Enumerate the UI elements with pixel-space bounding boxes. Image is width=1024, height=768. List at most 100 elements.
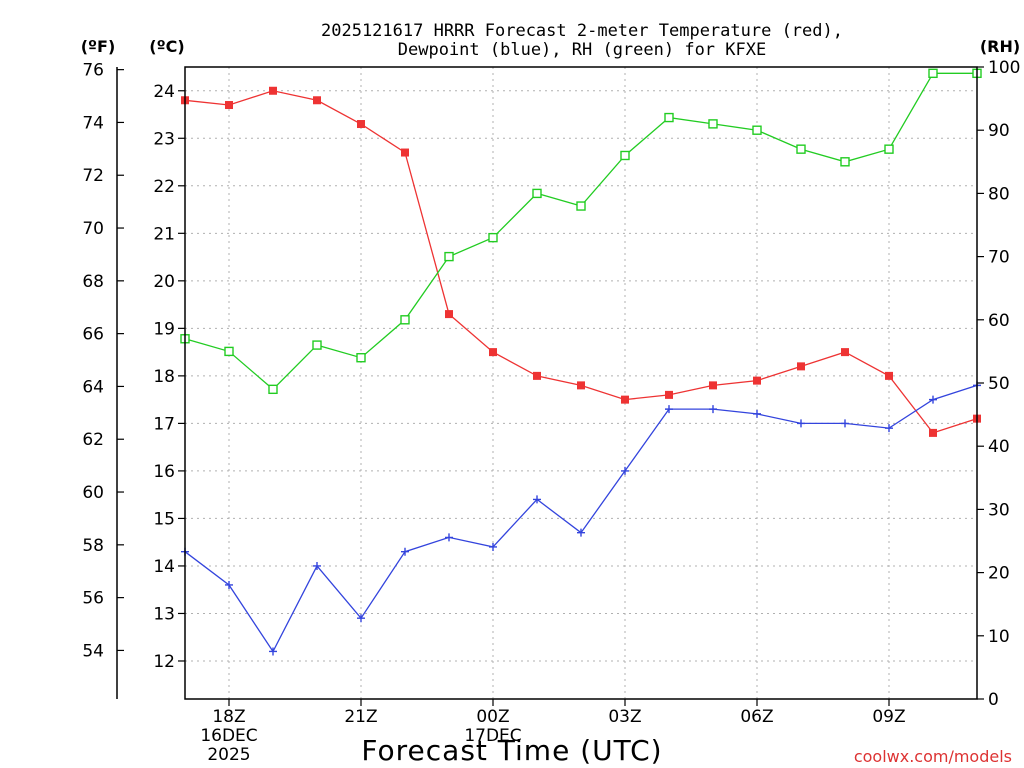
x-tick-sublabel: 2025 bbox=[207, 745, 250, 765]
rh-point bbox=[752, 125, 762, 135]
x-tick-label: 09Z bbox=[872, 707, 905, 727]
dewpoint-point bbox=[709, 405, 717, 414]
dewpoint-point bbox=[313, 561, 321, 570]
dewpoint-point bbox=[929, 395, 937, 404]
fahrenheit-tick-label: 76 bbox=[82, 61, 104, 81]
rh-point bbox=[356, 353, 366, 363]
plot-frame bbox=[184, 66, 978, 700]
dewpoint-point bbox=[797, 419, 805, 428]
rh-point bbox=[312, 340, 322, 350]
fahrenheit-tick-label: 72 bbox=[82, 166, 104, 186]
temperature-point bbox=[797, 362, 805, 371]
fahrenheit-tick-label: 66 bbox=[82, 325, 104, 345]
x-axis-title: Forecast Time (UTC) bbox=[361, 734, 662, 767]
rh-point bbox=[400, 315, 410, 325]
rh-unit-label: (RH) bbox=[980, 37, 1020, 56]
rh-tick-label: 80 bbox=[988, 184, 1010, 204]
temperature-point bbox=[665, 390, 673, 399]
chart-title-line1: 2025121617 HRRR Forecast 2-meter Tempera… bbox=[321, 21, 843, 41]
rh-tick-label: 60 bbox=[988, 311, 1010, 331]
celsius-tick-label: 15 bbox=[153, 509, 175, 529]
dewpoint-point bbox=[841, 419, 849, 428]
dewpoint-point bbox=[533, 495, 541, 504]
rh-tick-label: 20 bbox=[988, 564, 1010, 584]
fahrenheit-tick-label: 56 bbox=[82, 589, 104, 609]
celsius-tick-label: 19 bbox=[153, 319, 175, 339]
temperature-point bbox=[841, 348, 849, 357]
temperature-point bbox=[621, 395, 629, 404]
rh-point bbox=[620, 150, 630, 161]
rh-point bbox=[928, 68, 938, 79]
dewpoint-point bbox=[489, 542, 497, 551]
temperature-point bbox=[709, 381, 717, 390]
series-layer bbox=[180, 68, 982, 656]
series-dewpoint bbox=[181, 381, 981, 656]
rh-point bbox=[488, 232, 498, 243]
celsius-tick-label: 22 bbox=[153, 177, 175, 197]
rh-tick-label: 10 bbox=[988, 627, 1010, 647]
rh-tick-label: 0 bbox=[988, 690, 999, 710]
temperature-point bbox=[577, 381, 585, 390]
series-rh bbox=[180, 68, 982, 395]
fahrenheit-tick-label: 68 bbox=[82, 272, 104, 292]
x-tick-sublabel: 16DEC bbox=[200, 726, 257, 746]
x-tick-label: 03Z bbox=[608, 707, 641, 727]
rh-tick-label: 50 bbox=[988, 374, 1010, 394]
rh-axis: 0 10 20 30 40 50 60 70 80 90 100 bbox=[977, 58, 1020, 710]
temperature-point bbox=[885, 371, 893, 380]
fahrenheit-axis: 54 56 58 60 62 64 66 68 70 72 74 76 bbox=[82, 61, 124, 699]
fahrenheit-tick-label: 60 bbox=[82, 483, 104, 503]
rh-tick-label: 90 bbox=[988, 121, 1010, 141]
rh-tick-label: 30 bbox=[988, 500, 1010, 520]
dewpoint-point bbox=[621, 466, 629, 475]
rh-point bbox=[796, 144, 806, 154]
temperature-point bbox=[313, 96, 321, 105]
dewpoint-point bbox=[401, 547, 409, 556]
x-tick-label: 00Z bbox=[476, 707, 509, 727]
rh-point bbox=[268, 384, 278, 395]
celsius-tick-label: 21 bbox=[153, 224, 175, 244]
temperature-point bbox=[225, 101, 233, 110]
dewpoint-point bbox=[269, 647, 277, 656]
celsius-tick-label: 14 bbox=[153, 557, 175, 577]
temperature-point bbox=[445, 310, 453, 319]
temperature-point bbox=[533, 371, 541, 380]
temperature-point bbox=[269, 86, 277, 95]
rh-point bbox=[532, 188, 542, 199]
rh-point bbox=[444, 251, 454, 262]
chart-title-line2: Dewpoint (blue), RH (green) for KFXE bbox=[398, 40, 766, 60]
celsius-tick-label: 17 bbox=[153, 414, 175, 434]
rh-point bbox=[224, 346, 234, 357]
x-tick-sublabel: 17DEC bbox=[464, 726, 521, 746]
dewpoint-point bbox=[225, 580, 233, 589]
rh-tick-label: 70 bbox=[988, 248, 1010, 268]
celsius-tick-label: 13 bbox=[153, 604, 175, 624]
series-temperature bbox=[181, 86, 981, 437]
fahrenheit-tick-label: 70 bbox=[82, 219, 104, 239]
celsius-tick-label: 24 bbox=[153, 82, 175, 102]
rh-tick-label: 40 bbox=[988, 437, 1010, 457]
dewpoint-point bbox=[753, 409, 761, 418]
fahrenheit-tick-label: 64 bbox=[82, 377, 104, 397]
dewpoint-point bbox=[885, 424, 893, 433]
temperature-point bbox=[753, 376, 761, 385]
fahrenheit-tick-label: 58 bbox=[82, 536, 104, 556]
celsius-tick-label: 20 bbox=[153, 272, 175, 292]
rh-point bbox=[664, 112, 674, 123]
celsius-axis: 12 13 14 15 16 17 18 19 20 21 22 23 24 bbox=[153, 82, 185, 672]
celsius-tick-label: 12 bbox=[153, 652, 175, 672]
celsius-tick-label: 18 bbox=[153, 367, 175, 387]
fahrenheit-unit-label: (ºF) bbox=[81, 37, 116, 56]
celsius-unit-label: (ºC) bbox=[149, 37, 184, 56]
temperature-point bbox=[357, 120, 365, 129]
dewpoint-point bbox=[577, 528, 585, 537]
temperature-point bbox=[929, 428, 937, 437]
fahrenheit-tick-label: 74 bbox=[82, 113, 104, 133]
fahrenheit-tick-label: 54 bbox=[82, 641, 104, 661]
rh-point bbox=[884, 144, 894, 154]
rh-line bbox=[184, 72, 977, 391]
dewpoint-point bbox=[357, 614, 365, 623]
watermark: coolwx.com/models bbox=[854, 747, 1012, 766]
